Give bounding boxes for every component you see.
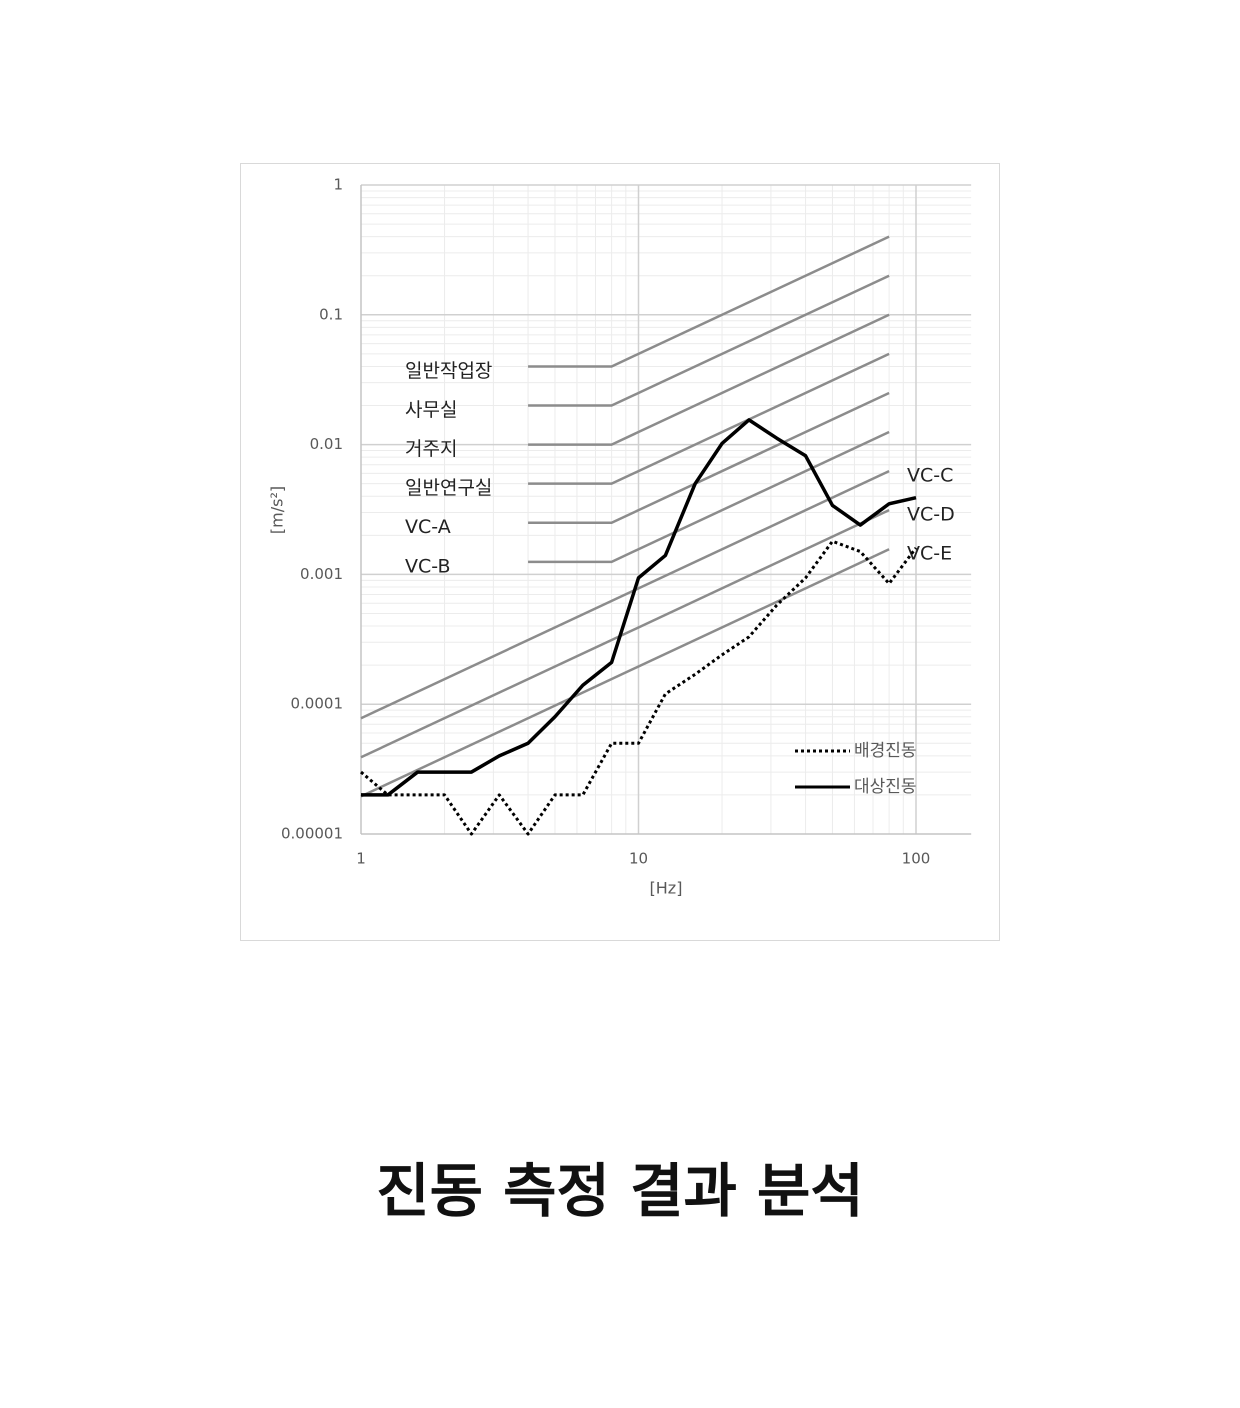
y-tick-label: 1 <box>333 176 343 194</box>
y-axis-label: [m/s²] <box>268 486 287 534</box>
y-tick-label: 0.00001 <box>281 825 343 843</box>
data-line <box>361 418 917 797</box>
criterion-line <box>528 430 890 564</box>
x-tick-label: 1 <box>356 850 366 868</box>
x-axis-label: [Hz] <box>650 879 683 898</box>
criterion-line <box>528 391 890 524</box>
caption: 진동 측정 결과 분석 <box>376 1157 863 1225</box>
y-tick-label: 0.001 <box>300 565 343 583</box>
criterion-label: VC-E <box>907 543 952 565</box>
criterion-line <box>360 469 890 720</box>
criterion-label: VC-D <box>907 504 955 526</box>
criterion-line <box>528 274 890 407</box>
criterion-label: 사무실 <box>405 399 457 421</box>
legend-label: 배경진동 <box>854 741 917 761</box>
y-tick-label: 0.0001 <box>291 695 344 713</box>
criterion-label: VC-C <box>907 465 953 487</box>
criterion-label: VC-A <box>405 516 451 538</box>
y-tick-label: 0.1 <box>319 305 343 323</box>
x-tick-label: 10 <box>629 850 648 868</box>
criterion-label: 일반연구실 <box>405 477 492 499</box>
criterion-line <box>528 352 890 485</box>
y-tick-label: 0.01 <box>310 435 343 453</box>
criterion-label: 일반작업장 <box>405 360 492 382</box>
criterion-line <box>528 235 890 368</box>
criterion-line <box>360 509 890 759</box>
criterion-label: 거주지 <box>405 438 457 460</box>
x-tick-label: 100 <box>902 850 931 868</box>
criterion-line <box>360 548 890 798</box>
data-line <box>360 539 918 836</box>
criterion-label: VC-B <box>405 555 450 577</box>
legend-label: 대상진동 <box>854 777 917 797</box>
criterion-line <box>528 313 890 446</box>
